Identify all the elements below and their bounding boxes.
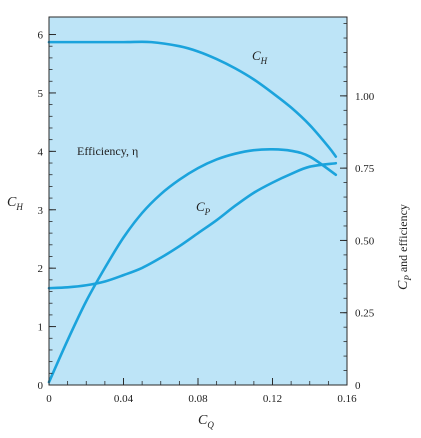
right-y-tick-label: 0.50	[355, 235, 375, 247]
x-axis-title-sub: Q	[207, 420, 214, 430]
right-y-tick-label: 0.75	[355, 163, 375, 175]
cp-curve-label-main: C	[196, 199, 205, 214]
x-axis-title-main: C	[198, 413, 208, 428]
right-y-axis-title: CP and efficiency	[396, 204, 413, 290]
left-y-axis-title-main: C	[7, 195, 17, 210]
right-y-axis-title-main: C	[396, 280, 411, 290]
cp-curve-label: CP	[196, 199, 211, 217]
right-y-tick-label: 0.25	[355, 308, 375, 320]
cp-curve-label-sub: P	[204, 207, 211, 217]
left-y-tick-label: 4	[38, 146, 44, 158]
ch-curve-label-sub: H	[260, 56, 268, 66]
cp-curve	[47, 161, 338, 290]
left-y-tick-label: 5	[38, 88, 44, 100]
right-y-tick-label: 1.00	[355, 91, 375, 103]
right-y-tick-label: 0	[355, 380, 361, 392]
left-y-axis-title-sub: H	[15, 202, 23, 212]
left-y-tick-label: 0	[38, 380, 44, 392]
ch-curve	[47, 40, 338, 158]
plot-area-background	[49, 17, 347, 385]
left-y-tick-label: 1	[38, 322, 44, 334]
ch-curve-label-main: C	[252, 48, 261, 63]
left-y-axis-title: CH	[7, 195, 23, 212]
x-tick-label: 0.04	[114, 393, 134, 405]
right-y-axis-title-rest: and efficiency	[396, 204, 410, 275]
x-tick-label: 0	[46, 393, 52, 405]
ch-curve-label: CH	[252, 48, 268, 66]
x-axis-title: CQ	[198, 413, 214, 430]
efficiency-curve-label: Efficiency, η	[77, 144, 138, 158]
curves-layer	[47, 40, 338, 384]
right-y-axis-title-sub: P	[403, 275, 413, 282]
x-tick-label: 0.16	[337, 393, 357, 405]
left-y-tick-label: 3	[38, 205, 44, 217]
labels-layer: 0 0.04 0.08 0.12 0.16012345600.250.500.751.0…	[7, 30, 413, 430]
axes-layer	[48, 23, 348, 386]
x-tick-label: 0.08	[188, 393, 208, 405]
x-tick-label: 0.12	[263, 393, 282, 405]
left-y-tick-label: 2	[38, 263, 44, 275]
left-y-tick-label: 6	[38, 30, 44, 42]
